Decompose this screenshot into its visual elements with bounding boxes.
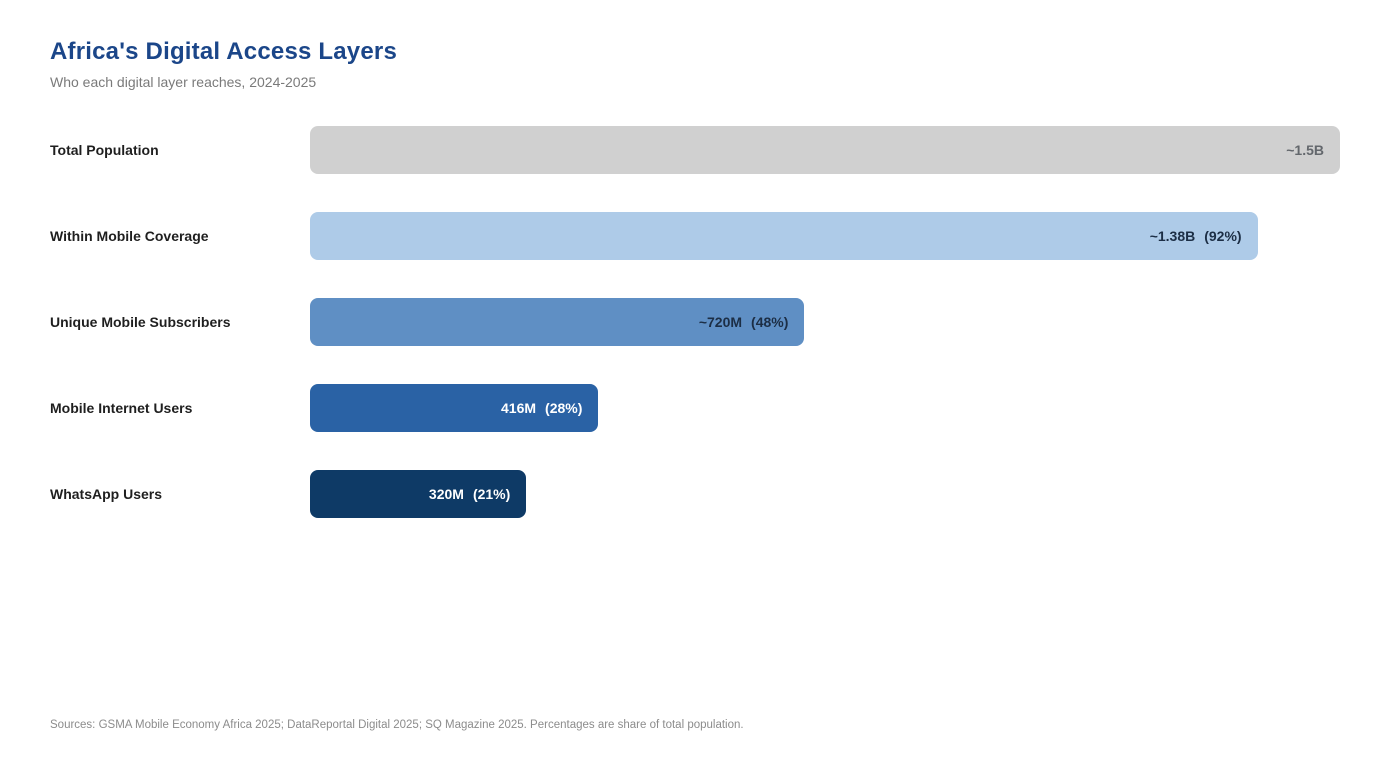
bar-value-label: ~1.38B bbox=[1149, 228, 1196, 244]
category-label: Mobile Internet Users bbox=[50, 400, 193, 416]
bar-value-label: 320M bbox=[428, 486, 464, 502]
chart-row: Within Mobile Coverage ~1.38B (92%) bbox=[50, 212, 1340, 260]
chart-header: Africa's Digital Access Layers Who each … bbox=[50, 38, 1340, 90]
category-label: Within Mobile Coverage bbox=[50, 228, 209, 244]
chart-row: Unique Mobile Subscribers ~720M (48%) bbox=[50, 298, 1340, 346]
page-title: Africa's Digital Access Layers bbox=[50, 38, 397, 65]
sources-note: Sources: GSMA Mobile Economy Africa 2025… bbox=[50, 719, 744, 731]
bar-segment: ~1.5B bbox=[310, 126, 1340, 174]
chart-row: Total Population ~1.5B bbox=[50, 126, 1340, 174]
bar-value-label: 416M bbox=[501, 400, 537, 416]
bar-track: 416M (28%) bbox=[310, 384, 1340, 432]
category-label: WhatsApp Users bbox=[50, 486, 163, 502]
chart-row: Mobile Internet Users 416M (28%) bbox=[50, 384, 1340, 432]
bar-track: ~720M (48%) bbox=[310, 298, 1340, 346]
bar-segment: 320M (21%) bbox=[310, 470, 527, 518]
category-label: Total Population bbox=[50, 142, 159, 158]
bar-percent-label: (92%) bbox=[1204, 228, 1242, 244]
bar-track: ~1.5B bbox=[310, 126, 1340, 174]
bar-value-label: ~720M bbox=[698, 314, 743, 330]
bar-segment: 416M (28%) bbox=[310, 384, 599, 432]
chart-row: WhatsApp Users 320M (21%) bbox=[50, 470, 1340, 518]
bar-segment: ~720M (48%) bbox=[310, 298, 805, 346]
bar-value-label: ~1.5B bbox=[1286, 142, 1324, 158]
category-label: Unique Mobile Subscribers bbox=[50, 314, 231, 330]
bar-percent-label: (28%) bbox=[545, 400, 583, 416]
bar-chart: Total Population ~1.5B Within Mobile Cov… bbox=[50, 126, 1340, 518]
bar-percent-label: (21%) bbox=[472, 486, 511, 502]
page-subtitle: Who each digital layer reaches, 2024-202… bbox=[50, 74, 317, 90]
bar-segment: ~1.38B (92%) bbox=[310, 212, 1258, 260]
bar-track: 320M (21%) bbox=[310, 470, 1340, 518]
bar-percent-label: (48%) bbox=[751, 314, 789, 330]
bar-track: ~1.38B (92%) bbox=[310, 212, 1340, 260]
